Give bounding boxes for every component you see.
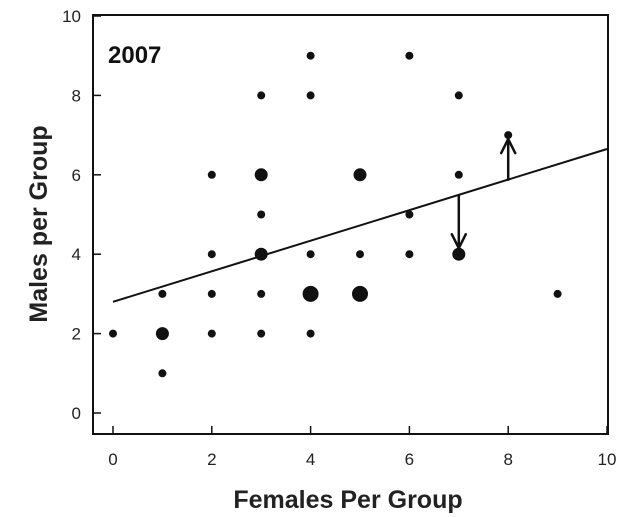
data-point xyxy=(207,170,216,179)
panel-label: 2007 xyxy=(108,42,161,69)
x-tick-label: 6 xyxy=(405,450,414,469)
data-point xyxy=(306,91,315,100)
x-axis-title: Females Per Group xyxy=(233,486,462,514)
data-points xyxy=(109,51,562,378)
data-point xyxy=(504,131,513,140)
data-point xyxy=(254,168,268,182)
data-point xyxy=(158,369,167,378)
data-point xyxy=(306,51,315,60)
data-point xyxy=(306,250,315,259)
data-point xyxy=(257,91,266,100)
data-point xyxy=(306,329,315,338)
axis-ticks: 0 2 4 6 8 10 0 2 4 6 8 10 xyxy=(62,7,616,469)
y-tick-label: 0 xyxy=(72,404,81,423)
arrow-head xyxy=(499,136,517,155)
data-point xyxy=(207,289,216,298)
data-point xyxy=(207,250,216,259)
y-tick-label: 2 xyxy=(72,325,81,344)
regression-line-group xyxy=(112,148,608,303)
data-point xyxy=(356,250,364,259)
data-point xyxy=(155,327,169,341)
x-tick-label: 0 xyxy=(108,450,117,469)
data-point xyxy=(405,210,414,219)
x-tick-label: 2 xyxy=(207,450,216,469)
x-tick-label: 8 xyxy=(503,450,512,469)
y-tick-label: 10 xyxy=(62,7,81,26)
data-point xyxy=(405,250,414,259)
data-point xyxy=(158,289,167,298)
arrow-head xyxy=(450,232,468,252)
data-point xyxy=(302,285,319,302)
y-axis-title: Males per Group xyxy=(25,125,53,322)
data-point xyxy=(352,285,368,302)
y-tick-label: 4 xyxy=(72,245,81,264)
data-point xyxy=(452,247,466,261)
data-point xyxy=(553,289,562,298)
data-point xyxy=(109,329,117,338)
data-point xyxy=(454,91,463,100)
y-tick-label: 6 xyxy=(72,166,81,185)
data-point xyxy=(257,289,266,298)
x-tick-label: 4 xyxy=(306,450,315,469)
regression-line xyxy=(112,148,608,303)
data-point xyxy=(454,170,463,179)
data-point xyxy=(405,51,414,60)
x-tick-label: 10 xyxy=(598,450,617,469)
data-point xyxy=(353,168,367,182)
plot-frame xyxy=(92,14,609,435)
annotation-arrows xyxy=(450,136,517,252)
y-tick-label: 8 xyxy=(72,86,81,105)
plot-border xyxy=(92,14,609,435)
data-point xyxy=(207,329,216,338)
data-point xyxy=(254,247,268,261)
data-point xyxy=(257,329,266,338)
data-point xyxy=(257,210,266,219)
